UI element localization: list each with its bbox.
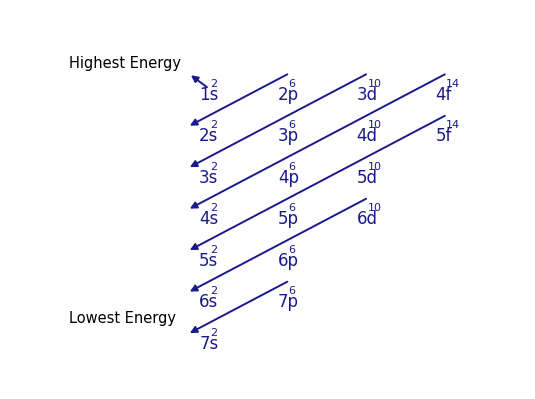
Text: 2: 2 <box>210 286 217 296</box>
Text: 6: 6 <box>289 245 296 255</box>
Text: 2s: 2s <box>199 127 218 145</box>
Text: 6: 6 <box>289 203 296 213</box>
Text: 6d: 6d <box>357 210 378 228</box>
Text: Lowest Energy: Lowest Energy <box>69 310 176 326</box>
Text: 6: 6 <box>289 79 296 89</box>
Text: 6: 6 <box>289 286 296 296</box>
Text: 2: 2 <box>210 162 217 172</box>
Text: 2p: 2p <box>278 86 299 104</box>
Text: 3s: 3s <box>199 169 218 187</box>
Text: 7s: 7s <box>199 334 218 353</box>
Text: 10: 10 <box>368 120 381 130</box>
Text: 5p: 5p <box>278 210 299 228</box>
Text: 6: 6 <box>289 120 296 130</box>
Text: 6s: 6s <box>199 293 218 311</box>
Text: 2: 2 <box>210 79 217 89</box>
Text: Highest Energy: Highest Energy <box>69 55 181 71</box>
Text: 10: 10 <box>368 203 381 213</box>
Text: 14: 14 <box>446 79 461 89</box>
Text: 4p: 4p <box>278 169 299 187</box>
Text: 6: 6 <box>289 162 296 172</box>
Text: 4d: 4d <box>357 127 378 145</box>
Text: 2: 2 <box>210 120 217 130</box>
Text: 5d: 5d <box>357 169 378 187</box>
Text: 14: 14 <box>446 120 461 130</box>
Text: 1s: 1s <box>199 86 218 104</box>
Text: 4s: 4s <box>199 210 218 228</box>
Text: 10: 10 <box>368 79 381 89</box>
Text: 3d: 3d <box>357 86 378 104</box>
Text: 5f: 5f <box>435 127 452 145</box>
Text: 7p: 7p <box>278 293 299 311</box>
Text: 2: 2 <box>210 203 217 213</box>
Text: 5s: 5s <box>199 252 218 270</box>
Text: 2: 2 <box>210 328 217 338</box>
Text: 3p: 3p <box>278 127 299 145</box>
Text: 10: 10 <box>368 162 381 172</box>
Text: 2: 2 <box>210 245 217 255</box>
Text: 6p: 6p <box>278 252 299 270</box>
Text: 4f: 4f <box>435 86 452 104</box>
